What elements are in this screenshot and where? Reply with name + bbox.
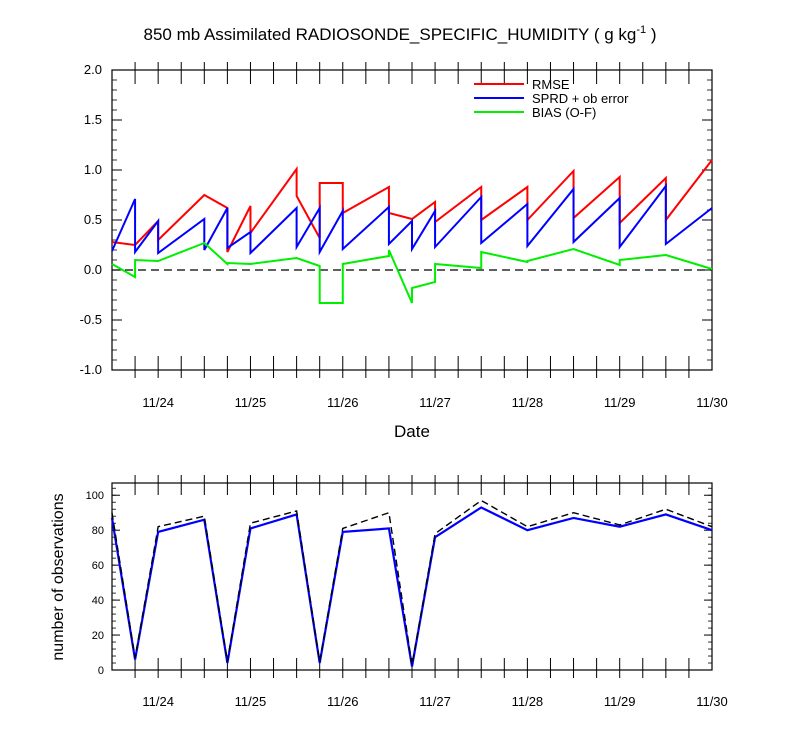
legend-label: SPRD + ob error xyxy=(532,91,629,106)
bottom-x-tick-label: 11/26 xyxy=(327,694,359,709)
bottom-x-tick-label: 11/29 xyxy=(604,694,636,709)
top-x-axis: 11/24 11/25 11/26 11/27 11/28 11/29 11/30 xyxy=(134,62,728,410)
series-line-bias-o-f xyxy=(111,241,713,304)
bottom-x-tick-label: 11/30 xyxy=(696,694,728,709)
bottom-minor-ticks xyxy=(112,487,712,671)
x-axis-label: Date xyxy=(394,422,430,441)
bottom-y-axis: 0 20 40 60 80 100 xyxy=(86,490,712,677)
bottom-series-group xyxy=(110,499,713,667)
legend-label: BIAS (O-F) xyxy=(532,105,596,120)
chart-title: 850 mb Assimilated RADIOSONDE_SPECIFIC_H… xyxy=(143,24,656,44)
top-x-tick-label: 11/27 xyxy=(419,395,451,410)
bottom-x-tick-label: 11/24 xyxy=(142,694,174,709)
top-y-tick-label: -1.0 xyxy=(80,362,102,377)
bottom-x-axis: 11/24 11/25 11/26 11/27 11/28 11/29 11/30 xyxy=(134,475,728,709)
obs-series-line-solid xyxy=(110,506,713,667)
legend-label: RMSE xyxy=(532,77,570,92)
top-y-tick-label: 0.5 xyxy=(84,212,102,227)
top-y-axis: -1.0 -0.5 0.0 0.5 1.0 1.5 2.0 xyxy=(80,62,712,377)
top-x-tick-label: 11/25 xyxy=(235,395,267,410)
bottom-plot-frame xyxy=(111,482,713,671)
bottom-y-tick-label: 0 xyxy=(98,665,104,677)
top-y-tick-label: 1.0 xyxy=(84,162,102,177)
series-line-sprd-ob-error xyxy=(111,183,713,256)
bottom-x-tick-label: 11/27 xyxy=(419,694,451,709)
top-x-tick-label: 11/28 xyxy=(512,395,544,410)
top-series-group xyxy=(111,159,713,304)
bottom-x-tick-label: 11/28 xyxy=(512,694,544,709)
bottom-y-tick-label: 100 xyxy=(86,490,104,502)
top-y-tick-label: 0.0 xyxy=(84,262,102,277)
top-x-tick-label: 11/29 xyxy=(604,395,636,410)
top-y-tick-label: 2.0 xyxy=(84,62,102,77)
bottom-y-axis-label: number of observations xyxy=(50,493,67,660)
top-x-tick-label: 11/24 xyxy=(142,395,174,410)
top-y-tick-label: 1.5 xyxy=(84,112,102,127)
obs-series-line-dashed xyxy=(111,499,713,665)
bottom-y-tick-label: 20 xyxy=(92,630,104,642)
bottom-x-tick-label: 11/25 xyxy=(235,694,267,709)
bottom-y-tick-label: 40 xyxy=(92,595,104,607)
bottom-y-tick-label: 80 xyxy=(92,525,104,537)
top-y-tick-label: -0.5 xyxy=(80,312,102,327)
bottom-y-tick-label: 60 xyxy=(92,560,104,572)
top-x-tick-label: 11/26 xyxy=(327,395,359,410)
top-x-tick-label: 11/30 xyxy=(696,395,728,410)
top-chart-panel: -1.0-0.50.00.51.01.52.0 11/24 11/25 11/26 1… xyxy=(80,62,728,441)
